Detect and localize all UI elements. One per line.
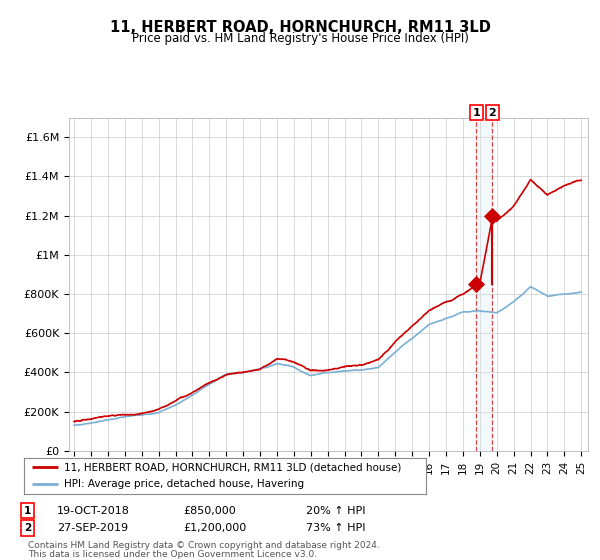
Text: 1: 1 [24, 506, 31, 516]
Text: Price paid vs. HM Land Registry's House Price Index (HPI): Price paid vs. HM Land Registry's House … [131, 32, 469, 45]
Text: This data is licensed under the Open Government Licence v3.0.: This data is licensed under the Open Gov… [28, 550, 317, 559]
Text: 11, HERBERT ROAD, HORNCHURCH, RM11 3LD: 11, HERBERT ROAD, HORNCHURCH, RM11 3LD [110, 20, 490, 35]
Text: £1,200,000: £1,200,000 [183, 523, 246, 533]
Text: 20% ↑ HPI: 20% ↑ HPI [306, 506, 365, 516]
Text: 2: 2 [488, 108, 496, 118]
Text: Contains HM Land Registry data © Crown copyright and database right 2024.: Contains HM Land Registry data © Crown c… [28, 541, 379, 550]
Text: 11, HERBERT ROAD, HORNCHURCH, RM11 3LD (detached house): 11, HERBERT ROAD, HORNCHURCH, RM11 3LD (… [64, 463, 401, 472]
Text: 2: 2 [24, 523, 31, 533]
Text: HPI: Average price, detached house, Havering: HPI: Average price, detached house, Have… [64, 479, 304, 489]
Text: 27-SEP-2019: 27-SEP-2019 [57, 523, 128, 533]
Text: £850,000: £850,000 [183, 506, 236, 516]
Point [488, 211, 497, 220]
Point [472, 280, 481, 289]
Bar [476, 118, 493, 451]
Text: 1: 1 [473, 108, 480, 118]
Text: 19-OCT-2018: 19-OCT-2018 [57, 506, 130, 516]
Text: 73% ↑ HPI: 73% ↑ HPI [306, 523, 365, 533]
